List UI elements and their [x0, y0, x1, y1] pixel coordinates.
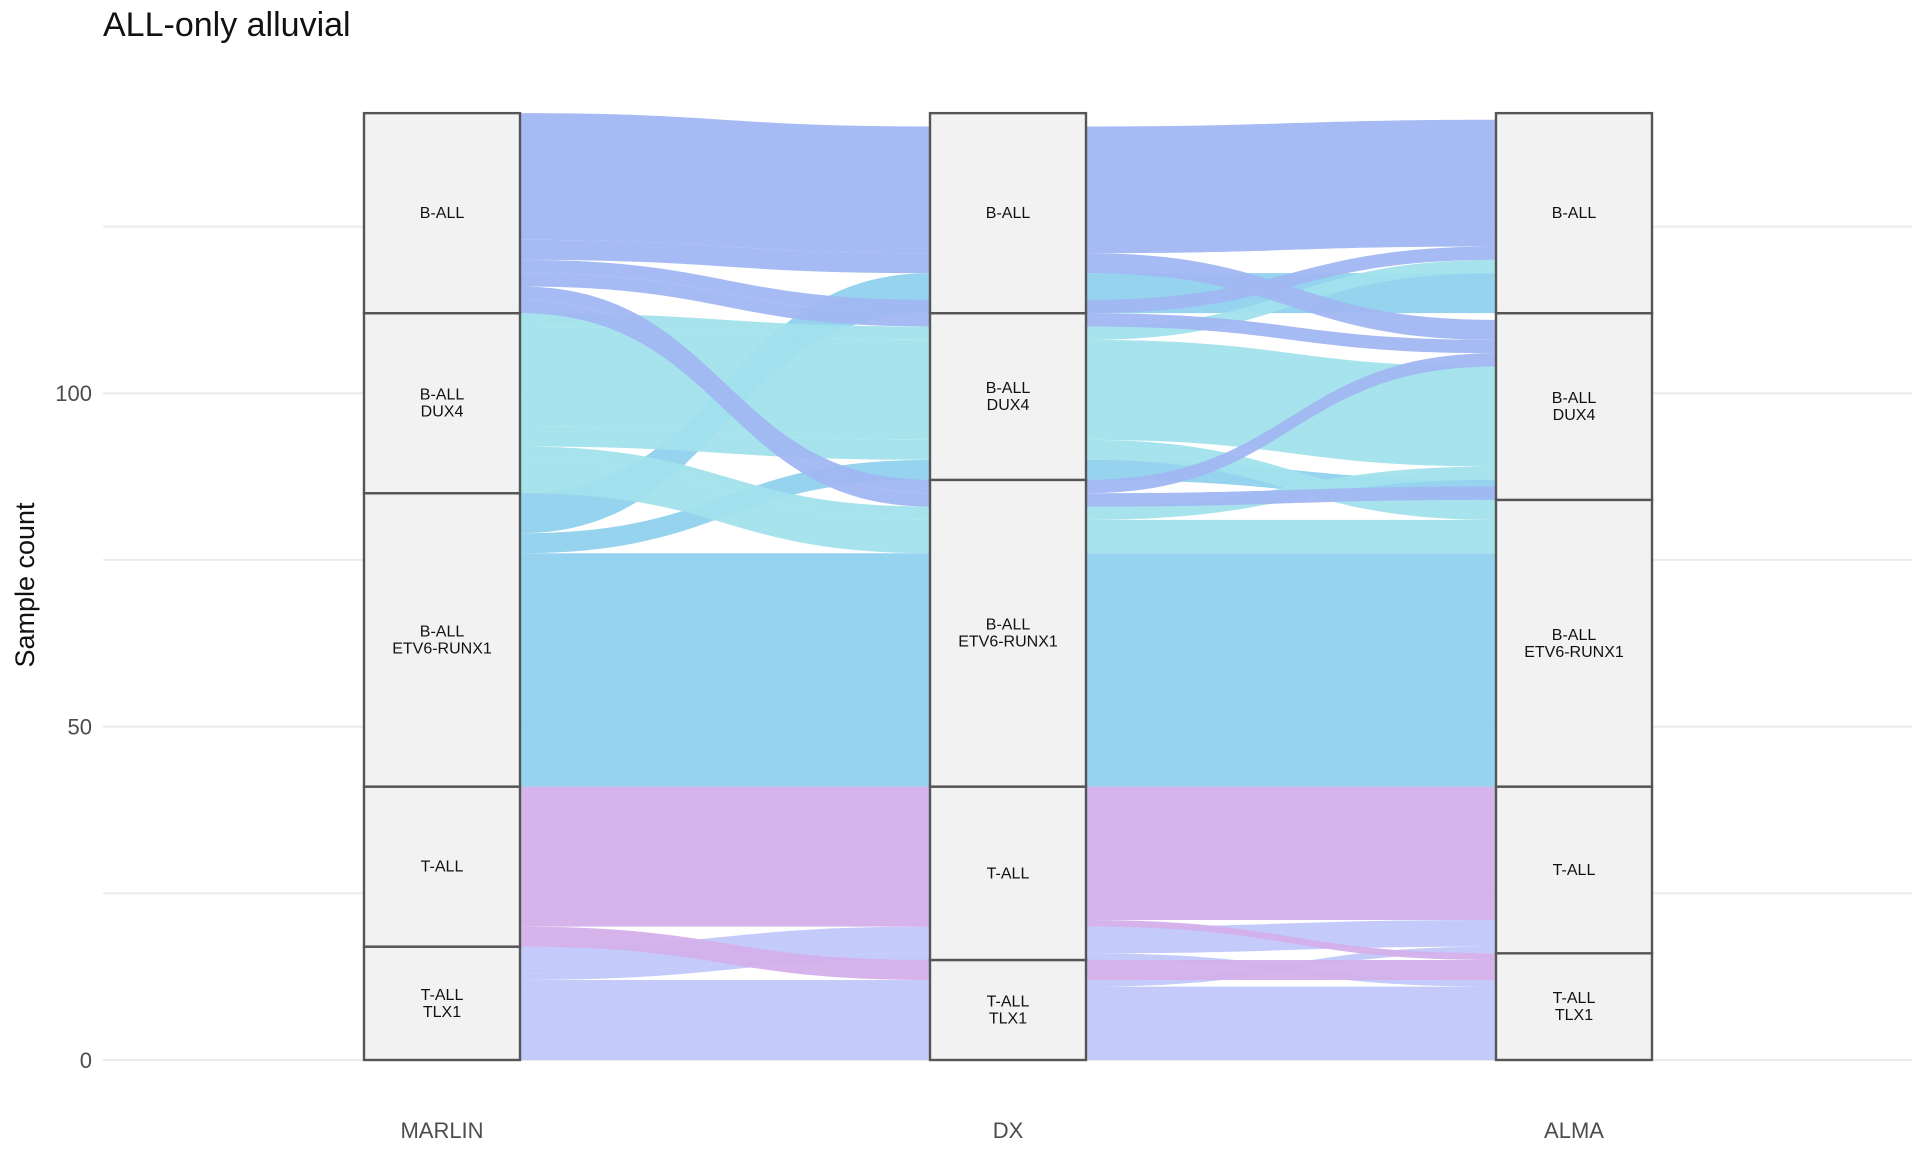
flow-layer — [520, 113, 1496, 1060]
alluvial-flow — [1086, 986, 1496, 1060]
stratum-box — [928, 958, 1088, 1062]
alluvial-flow — [1086, 313, 1496, 354]
alluvial-flow — [520, 113, 930, 254]
stratum-label: T-ALL TLX1 — [421, 987, 464, 1021]
stratum-label: T-ALL TLX1 — [1553, 990, 1596, 1024]
alluvial-flow — [1086, 246, 1496, 314]
stratum-label: B-ALL — [420, 205, 465, 222]
stratum-box — [1494, 111, 1654, 315]
alluvial-flow — [1086, 253, 1496, 340]
alluvial-flow — [520, 286, 930, 494]
x-tick-label: ALMA — [1544, 1118, 1604, 1143]
stratum-label: B-ALL DUX4 — [986, 380, 1031, 414]
stratum-box — [362, 785, 522, 948]
alluvial-flow — [520, 446, 930, 520]
alluvial-flow — [520, 926, 930, 980]
alluvial-flow — [520, 426, 930, 460]
label-layer: T-ALL TLX1 T-ALL B-ALL ETV6-RUNX1 B-ALL DUX4 B-… — [392, 205, 1624, 1027]
stratum-label: B-ALL ETV6-RUNX1 — [1524, 627, 1624, 661]
stratum-box — [928, 111, 1088, 315]
alluvial-flow — [520, 273, 930, 327]
stratum-box — [928, 785, 1088, 962]
stratum-label: B-ALL DUX4 — [1552, 390, 1597, 424]
alluvial-flow — [520, 553, 930, 787]
alluvial-flow — [520, 459, 930, 554]
stratum-box — [362, 492, 522, 788]
alluvial-flow — [1086, 959, 1496, 980]
alluvial-flow — [520, 786, 930, 920]
stratum-box — [362, 111, 522, 315]
y-tick-label: 50 — [68, 715, 92, 740]
stratum-label: T-ALL — [1553, 862, 1596, 879]
alluvial-flow — [520, 259, 930, 314]
alluvial-flow — [1086, 553, 1496, 787]
stratum-box — [928, 311, 1088, 482]
stratum-label: T-ALL — [421, 859, 464, 876]
stratum-label: B-ALL ETV6-RUNX1 — [958, 617, 1058, 651]
stratum-layer — [362, 111, 1654, 1062]
chart-title: ALL-only alluvial — [103, 6, 351, 44]
x-tick-label: DX — [993, 1118, 1024, 1143]
alluvial-flow — [520, 299, 930, 507]
stratum-label: T-ALL TLX1 — [987, 993, 1030, 1027]
stratum-box — [362, 945, 522, 1062]
y-tick-label: 100 — [55, 381, 92, 406]
alluvial-flow — [1086, 119, 1496, 254]
stratum-label: T-ALL — [987, 865, 1030, 882]
alluvial-flow — [520, 986, 930, 1060]
stratum-box — [1494, 498, 1654, 788]
stratum-label: B-ALL — [1552, 205, 1597, 222]
alluvial-flow — [1086, 353, 1496, 494]
axis-layer: 0 50 100 MARLIN DX ALMA — [55, 381, 1604, 1143]
stratum-box — [362, 311, 522, 495]
alluvial-flow — [1086, 786, 1496, 920]
alluvial-flow — [520, 919, 930, 927]
stratum-box — [928, 478, 1088, 788]
alluvial-flow — [1086, 519, 1496, 554]
stratum-box — [1494, 785, 1654, 955]
alluvial-flow — [520, 239, 930, 274]
alluvial-flow — [520, 979, 930, 987]
stratum-box — [1494, 952, 1654, 1062]
stratum-label: B-ALL ETV6-RUNX1 — [392, 623, 492, 657]
stratum-label: B-ALL — [986, 205, 1031, 222]
stratum-label: B-ALL DUX4 — [420, 387, 465, 421]
y-axis-title: Sample count — [10, 502, 40, 668]
x-tick-label: MARLIN — [400, 1118, 483, 1143]
alluvial-flow — [1086, 486, 1496, 507]
y-tick-label: 0 — [80, 1048, 92, 1073]
alluvial-flow — [1086, 919, 1496, 960]
